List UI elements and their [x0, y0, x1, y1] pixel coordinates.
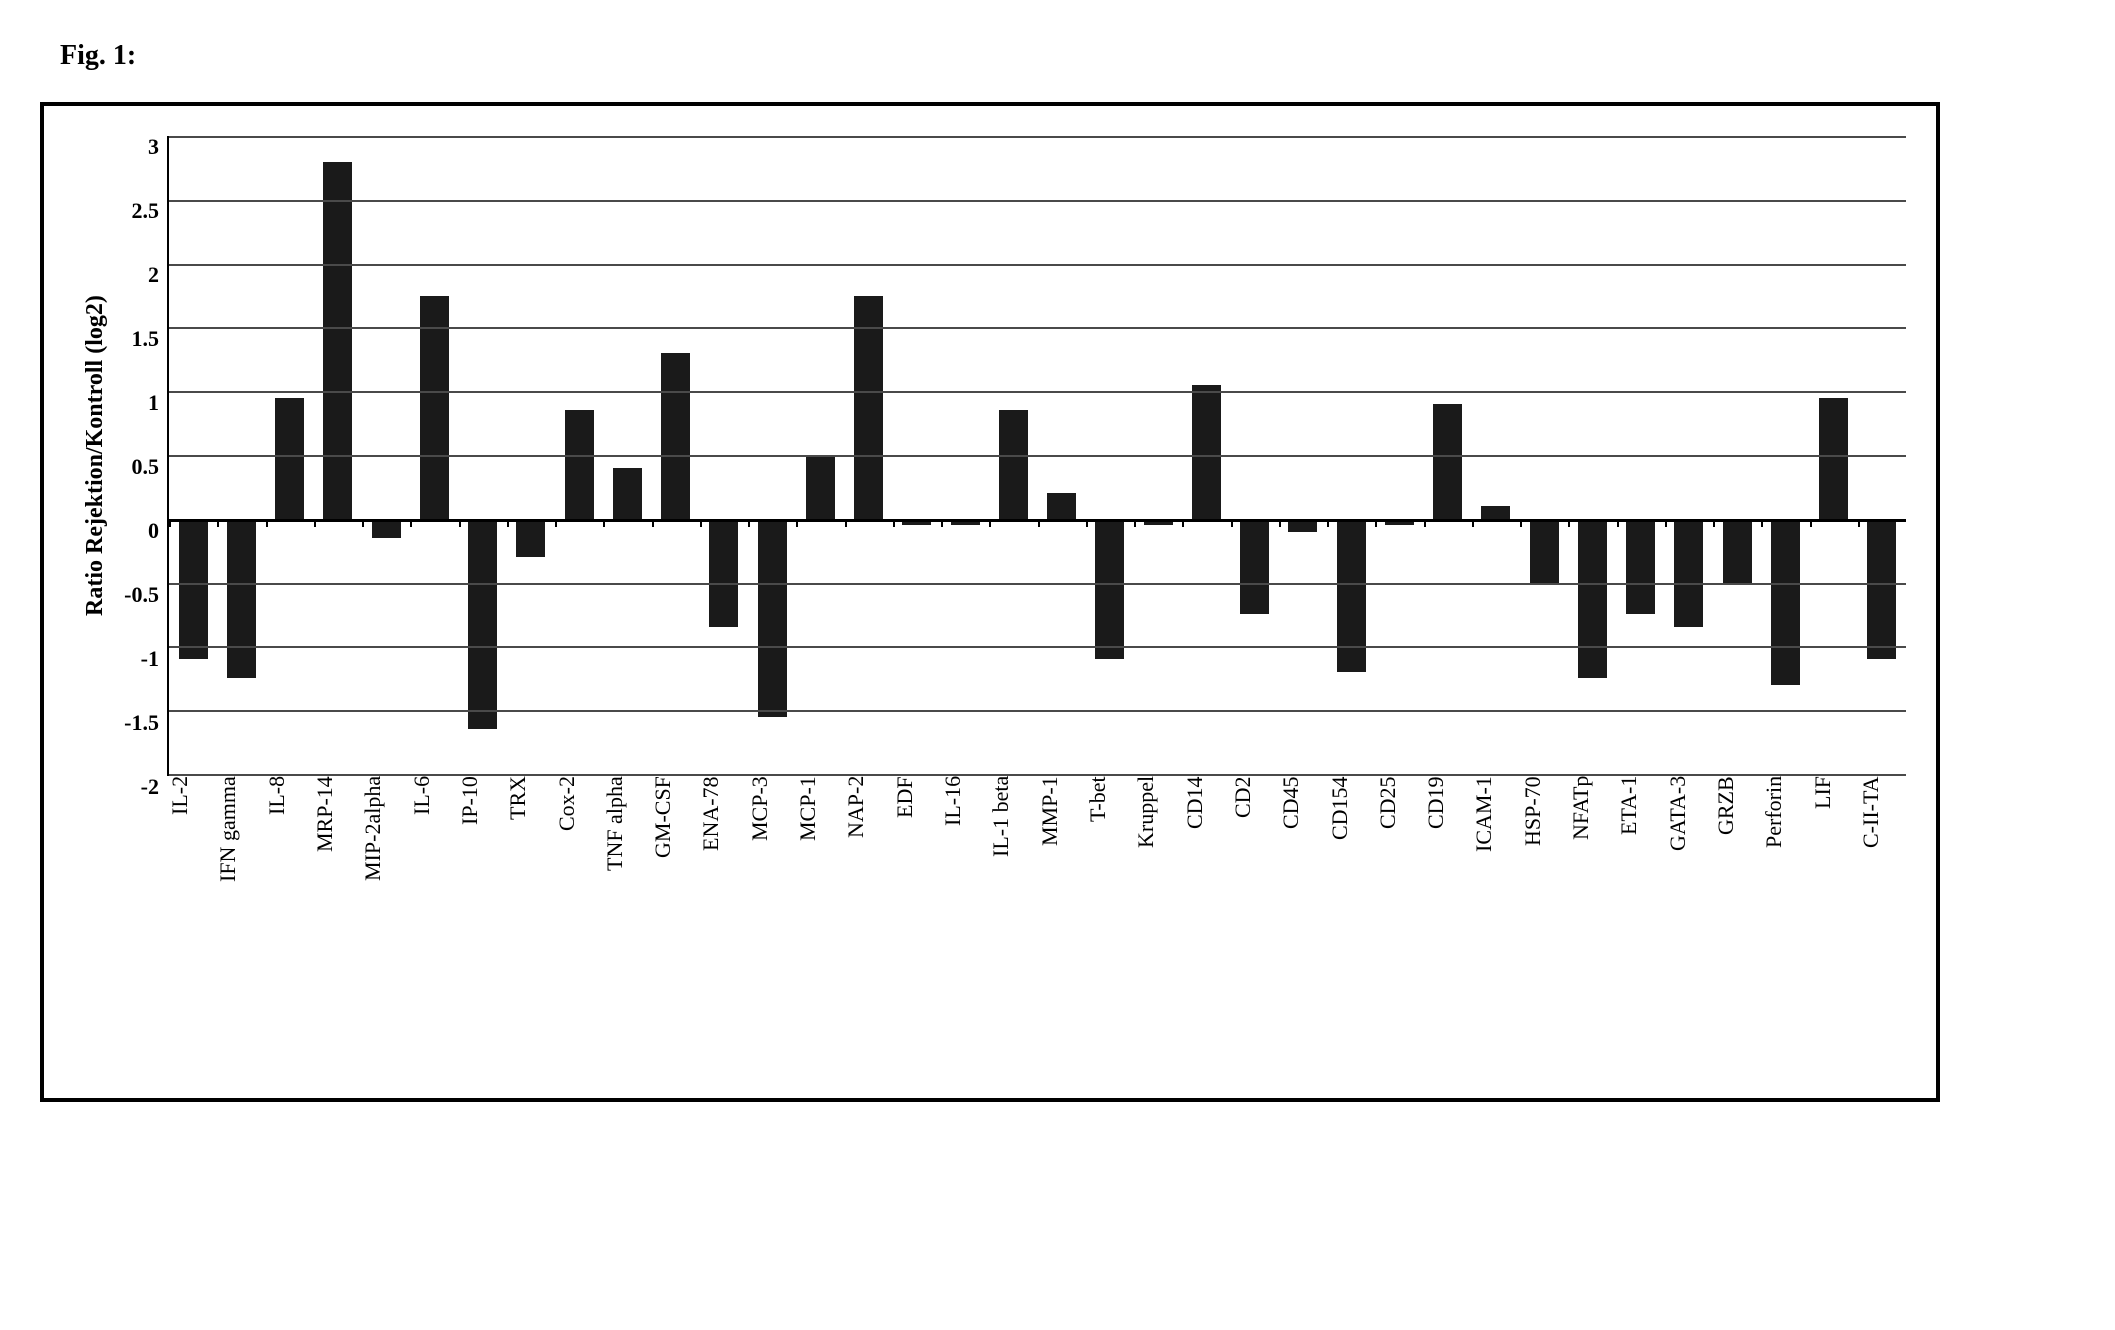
x-tick-label: IP-10 [457, 776, 505, 1036]
x-tick-label: ENA-78 [698, 776, 746, 1036]
bar [999, 410, 1028, 518]
bar [323, 162, 352, 519]
x-tick-label: NFATp [1568, 776, 1616, 1036]
bar [1433, 404, 1462, 519]
x-tick-label: IL-2 [167, 776, 215, 1036]
x-tick-label: IFN gamma [215, 776, 263, 1036]
x-tick-label: MIP-2alpha [360, 776, 408, 1036]
x-tick-label: ETA-1 [1616, 776, 1664, 1036]
figure-label: Fig. 1: [60, 40, 2075, 72]
gridline [169, 327, 1906, 329]
x-axis-labels: IL-2IFN gammaIL-8MRP-14MIP-2alphaIL-6IP-… [167, 776, 1906, 1036]
x-tick-label: Perforin [1761, 776, 1809, 1036]
bar [179, 519, 208, 659]
x-tick-label: MMP-1 [1037, 776, 1085, 1036]
bar [1771, 519, 1800, 685]
bar [661, 353, 690, 519]
x-tick-label: CD154 [1327, 776, 1375, 1036]
gridline [169, 264, 1906, 266]
bar [227, 519, 256, 679]
bar [1192, 385, 1221, 519]
x-tick-label: CD14 [1182, 776, 1230, 1036]
gridline [169, 136, 1906, 138]
x-tick-label: CD45 [1278, 776, 1326, 1036]
x-tick-label: GRZB [1713, 776, 1761, 1036]
gridline [169, 200, 1906, 202]
bar [1481, 506, 1510, 519]
gridline [169, 583, 1906, 585]
x-tick-label: MRP-14 [312, 776, 360, 1036]
x-tick-label: T-bet [1085, 776, 1133, 1036]
gridline [169, 391, 1906, 393]
bar [1240, 519, 1269, 615]
x-tick-label: C-II-TA [1858, 776, 1906, 1036]
bar [1095, 519, 1124, 659]
bar [1674, 519, 1703, 627]
bar [1626, 519, 1655, 615]
bar [1819, 398, 1848, 519]
x-tick-label: CD2 [1230, 776, 1278, 1036]
x-tick-label: Kruppel [1133, 776, 1181, 1036]
x-tick-label: IL-1 beta [988, 776, 1036, 1036]
y-axis-ticks: 32.521.510.50-0.5-1-1.5-2 [117, 136, 167, 776]
x-tick-label: MCP-1 [795, 776, 843, 1036]
x-tick-label: EDF [892, 776, 940, 1036]
x-tick-label: ICAM-1 [1471, 776, 1519, 1036]
x-tick-label: IL-16 [940, 776, 988, 1036]
x-tick-label: GATA-3 [1665, 776, 1713, 1036]
x-tick-marks [169, 519, 1906, 531]
x-tick-label: CD25 [1375, 776, 1423, 1036]
chart-frame: Ratio Rejektion/Kontroll (log2) 32.521.5… [40, 102, 1940, 1102]
chart-container: Ratio Rejektion/Kontroll (log2) 32.521.5… [74, 136, 1906, 1078]
x-tick-label: CD19 [1423, 776, 1471, 1036]
x-tick-label: GM-CSF [650, 776, 698, 1036]
x-tick-label: HSP-70 [1520, 776, 1568, 1036]
x-tick-label: TRX [505, 776, 553, 1036]
bar [1337, 519, 1366, 672]
x-tick-label: NAP-2 [843, 776, 891, 1036]
gridline [169, 455, 1906, 457]
bar [613, 468, 642, 519]
gridline [169, 710, 1906, 712]
x-tick-label: IL-8 [264, 776, 312, 1036]
x-tick-label: IL-6 [409, 776, 457, 1036]
bar [565, 410, 594, 518]
bar [806, 455, 835, 519]
x-tick-label: Cox-2 [554, 776, 602, 1036]
bar [709, 519, 738, 627]
bar [1867, 519, 1896, 659]
bar [468, 519, 497, 730]
bar [758, 519, 787, 717]
bar [275, 398, 304, 519]
bar [1047, 493, 1076, 519]
y-axis-label: Ratio Rejektion/Kontroll (log2) [74, 136, 117, 776]
x-tick-label: TNF alpha [602, 776, 650, 1036]
x-tick-label: LIF [1810, 776, 1858, 1036]
bar [1578, 519, 1607, 679]
gridline [169, 646, 1906, 648]
x-tick-label: MCP-3 [747, 776, 795, 1036]
plot-area [167, 136, 1906, 776]
